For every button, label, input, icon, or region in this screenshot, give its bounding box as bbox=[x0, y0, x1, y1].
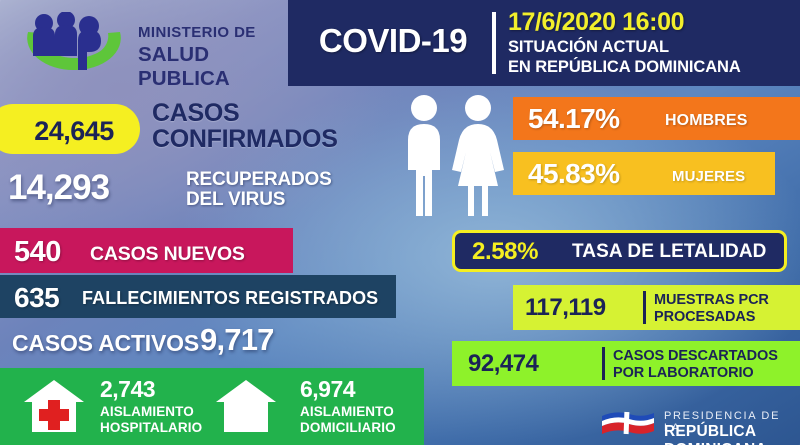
logo-line2: SALUD PUBLICA bbox=[138, 43, 230, 90]
lethality-label: TASA DE LETALIDAD bbox=[572, 241, 767, 262]
header-date: 17/6/2020 16:00 bbox=[508, 8, 685, 36]
header-divider bbox=[492, 12, 496, 74]
isolation-home-value: 6,974 bbox=[300, 376, 356, 402]
active-cases-value: 9,717 bbox=[200, 322, 274, 357]
logo-line1: MINISTERIO DE bbox=[138, 24, 256, 41]
header-covid-title: COVID-19 bbox=[318, 22, 468, 59]
men-percentage-bar bbox=[513, 97, 800, 140]
presidency-logo: PRESIDENCIA DE LA REPÚBLICA DOMINICANA bbox=[600, 404, 800, 445]
header-band bbox=[288, 0, 800, 86]
new-cases-value: 540 bbox=[14, 236, 61, 268]
lethality-value: 2.58% bbox=[472, 238, 539, 265]
discarded-cases-value: 92,474 bbox=[468, 350, 539, 377]
men-percentage-label: HOMBRES bbox=[665, 112, 748, 129]
confirmed-cases-label-line1: CASOS bbox=[152, 99, 240, 127]
women-percentage-label: MUJERES bbox=[672, 168, 746, 185]
deaths-value: 635 bbox=[14, 282, 60, 313]
isolation-hospital-label-line1: AISLAMIENTO bbox=[100, 404, 194, 419]
pcr-samples-box bbox=[513, 285, 800, 330]
isolation-hospital-value: 2,743 bbox=[100, 376, 156, 402]
pcr-label-line1: MUESTRAS PCR bbox=[654, 292, 769, 308]
isolation-home-label-line1: AISLAMIENTO bbox=[300, 404, 394, 419]
dominican-republic-flag-icon bbox=[602, 411, 654, 435]
confirmed-cases-label: CASOS CONFIRMADOS bbox=[152, 100, 338, 152]
header-subtitle-line1: SITUACIÓN ACTUAL bbox=[508, 38, 669, 56]
recovered-label-line2: DEL VIRUS bbox=[186, 189, 286, 210]
recovered-value: 14,293 bbox=[8, 168, 110, 207]
isolation-hospital-label-line2: HOSPITALARIO bbox=[100, 420, 203, 435]
discarded-label-line1: CASOS DESCARTADOS bbox=[613, 348, 778, 364]
men-percentage-value: 54.17% bbox=[528, 103, 620, 134]
discarded-label-line2: POR LABORATORIO bbox=[613, 365, 754, 381]
hospital-house-icon bbox=[24, 380, 84, 432]
active-cases-label: CASOS ACTIVOS bbox=[12, 330, 199, 356]
discarded-cases-box bbox=[452, 341, 800, 386]
pcr-label-line2: PROCESADAS bbox=[654, 309, 756, 325]
confirmed-cases-pill bbox=[0, 104, 140, 154]
women-percentage-value: 45.83% bbox=[528, 158, 620, 189]
new-cases-label: CASOS NUEVOS bbox=[90, 243, 245, 265]
pcr-samples-value: 117,119 bbox=[525, 294, 606, 321]
deaths-bar bbox=[0, 275, 396, 318]
new-cases-bar bbox=[0, 228, 293, 273]
isolation-home-label-line2: DOMICILIARIO bbox=[300, 420, 396, 435]
confirmed-cases-value: 24,645 bbox=[34, 116, 114, 146]
women-percentage-bar bbox=[513, 152, 775, 195]
recovered-label: RECUPERADOS DEL VIRUS bbox=[186, 170, 332, 210]
header-subtitle-line2: EN REPÚBLICA DOMINICANA bbox=[508, 58, 741, 76]
msp-logo-icon bbox=[27, 12, 121, 71]
deaths-label: FALLECIMIENTOS REGISTRADOS bbox=[82, 288, 379, 308]
discarded-divider bbox=[602, 347, 605, 380]
house-icon bbox=[216, 380, 276, 432]
confirmed-cases-label-line2: CONFIRMADOS bbox=[152, 125, 338, 153]
pcr-divider bbox=[643, 291, 646, 324]
recovered-label-line1: RECUPERADOS bbox=[186, 169, 332, 190]
lethality-box bbox=[452, 230, 787, 272]
presidency-line2: REPÚBLICA DOMINICANA bbox=[664, 423, 767, 445]
presidency-line1: PRESIDENCIA DE LA bbox=[664, 410, 781, 434]
msp-logo: MINISTERIO DE SALUD PUBLICA bbox=[22, 10, 282, 90]
male-female-icon bbox=[408, 95, 504, 216]
